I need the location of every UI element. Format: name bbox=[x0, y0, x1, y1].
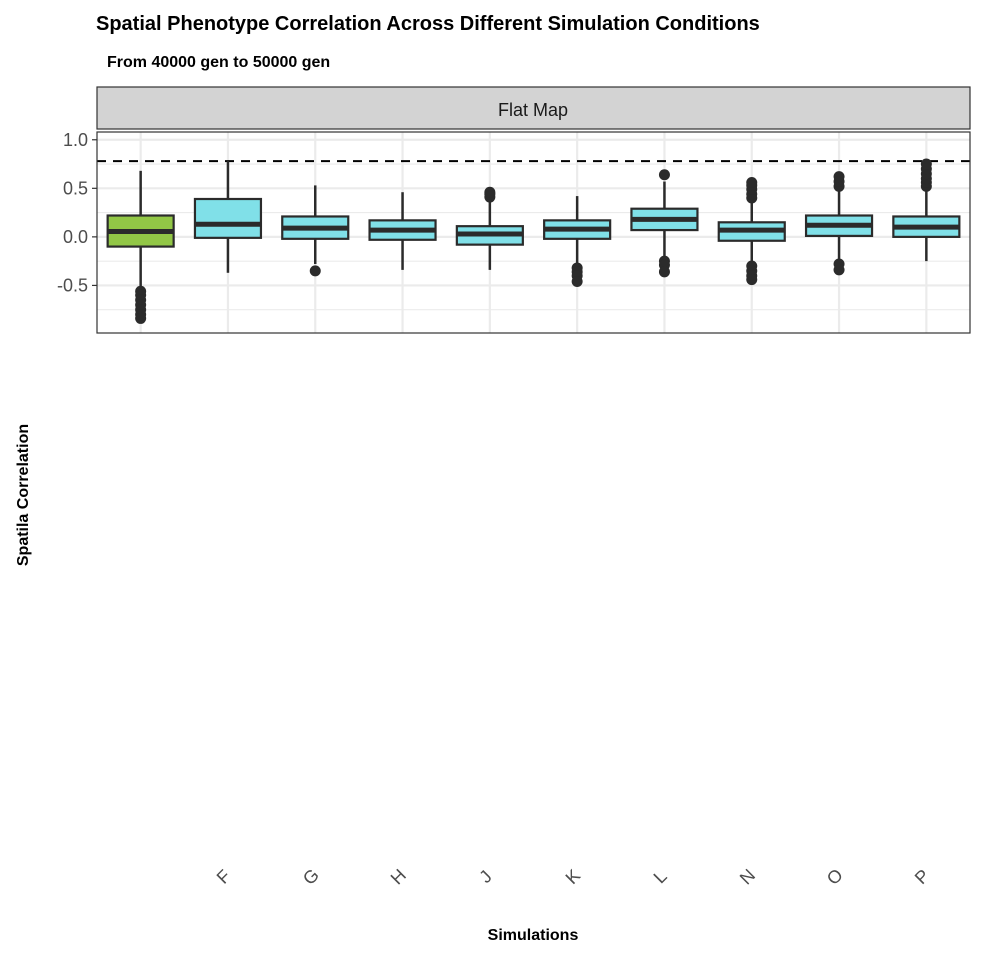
x-tick-label: K bbox=[562, 865, 585, 888]
box-G bbox=[281, 185, 350, 277]
facet-label: Flat Map bbox=[498, 100, 568, 120]
panel-border bbox=[96, 131, 971, 334]
outlier-point bbox=[833, 264, 845, 276]
chart-title: Spatial Phenotype Correlation Across Dif… bbox=[96, 13, 760, 35]
box-P bbox=[892, 158, 961, 262]
x-axis-title: Simulations bbox=[488, 927, 579, 944]
box-J bbox=[455, 186, 524, 270]
x-tick-label: O bbox=[823, 865, 847, 889]
box-K bbox=[543, 196, 612, 288]
y-tick-label: 0.5 bbox=[63, 178, 88, 198]
y-tick-label: 0.0 bbox=[63, 227, 88, 247]
box-baseline bbox=[106, 170, 175, 324]
box-iqr bbox=[193, 197, 263, 239]
box-N bbox=[717, 176, 786, 286]
y-tick-label: -0.5 bbox=[57, 275, 88, 295]
outlier-point bbox=[833, 171, 845, 183]
outlier-point bbox=[309, 265, 321, 277]
facet-strip bbox=[96, 86, 971, 130]
box-L bbox=[630, 169, 699, 278]
x-tick-label: H bbox=[387, 865, 410, 888]
x-tick-label: F bbox=[213, 866, 235, 888]
box-O bbox=[804, 171, 874, 276]
outlier-point bbox=[484, 186, 496, 198]
boxes bbox=[106, 158, 961, 324]
outlier-point bbox=[571, 276, 583, 288]
y-tick-label: 1.0 bbox=[63, 130, 88, 150]
chart-subtitle: From 40000 gen to 50000 gen bbox=[107, 54, 330, 71]
box-H bbox=[368, 192, 437, 270]
outlier-point bbox=[658, 169, 670, 181]
x-tick-label: P bbox=[911, 865, 934, 888]
y-axis: 1.0 0.5 0.0 -0.5 bbox=[57, 130, 97, 295]
outlier-point bbox=[920, 158, 932, 170]
outlier-point bbox=[135, 312, 147, 324]
x-tick-label: J bbox=[475, 867, 496, 888]
outlier-point bbox=[746, 176, 758, 188]
outlier-point bbox=[658, 266, 670, 278]
x-tick-label: L bbox=[650, 866, 671, 887]
x-tick-label: G bbox=[299, 865, 323, 889]
x-tick-label: N bbox=[736, 865, 759, 888]
y-axis-title: Spatila Correlation bbox=[15, 424, 32, 566]
outlier-point bbox=[746, 274, 758, 286]
box-F bbox=[193, 161, 263, 273]
